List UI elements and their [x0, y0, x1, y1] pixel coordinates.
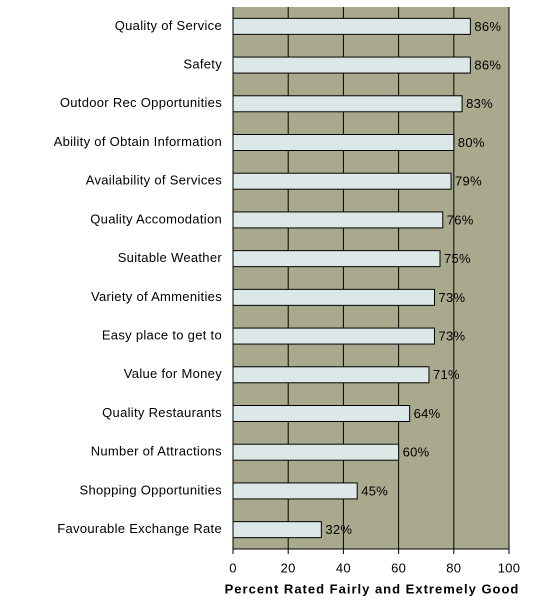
y-tick-label: Availability of Services [86, 173, 222, 188]
bar [232, 521, 322, 539]
value-label: 79% [455, 174, 482, 189]
x-tick-label: 40 [336, 560, 351, 575]
y-tick-label: Quality of Service [115, 18, 222, 33]
bar [232, 95, 463, 113]
x-tick-label: 20 [281, 560, 296, 575]
value-label: 71% [433, 367, 460, 382]
bar [232, 172, 452, 190]
value-label: 60% [403, 445, 430, 460]
y-tick-label: Favourable Exchange Rate [57, 521, 222, 536]
bar [232, 366, 430, 384]
x-axis-label: Percent Rated Fairly and Extremely Good [225, 581, 520, 596]
plot-area [233, 7, 509, 549]
y-tick-label: Number of Attractions [91, 444, 222, 459]
y-tick-label: Value for Money [124, 366, 222, 381]
value-label: 83% [466, 96, 493, 111]
bar [232, 327, 435, 345]
y-tick-label: Ability of Obtain Information [54, 134, 222, 149]
y-tick-label: Outdoor Rec Opportunities [60, 95, 222, 110]
y-tick-label: Easy place to get to [102, 328, 222, 343]
y-tick-label: Safety [183, 57, 222, 72]
bar [232, 134, 455, 151]
value-label: 76% [447, 212, 474, 227]
value-label: 80% [458, 135, 485, 150]
y-tick-label: Quality Restaurants [102, 405, 222, 420]
value-label: 73% [438, 329, 465, 344]
bar [232, 17, 471, 35]
value-label: 86% [474, 58, 501, 73]
bar [232, 250, 441, 268]
x-tick-label: 0 [229, 560, 237, 575]
y-tick-label: Variety of Ammenities [91, 289, 222, 304]
value-label: 45% [361, 483, 388, 498]
bar [232, 211, 444, 229]
x-tick-label: 60 [391, 560, 406, 575]
value-label: 32% [325, 522, 352, 537]
value-label: 64% [414, 406, 441, 421]
y-tick-label: Shopping Opportunities [80, 482, 223, 497]
value-label: 73% [438, 290, 465, 305]
y-tick-label: Quality Accomodation [90, 211, 222, 226]
value-label: 75% [444, 251, 471, 266]
bar [232, 482, 358, 500]
value-label: 86% [474, 19, 501, 34]
y-tick-label: Suitable Weather [118, 250, 223, 265]
x-tick-label: 100 [498, 560, 521, 575]
bar [232, 56, 471, 74]
bar [232, 443, 400, 461]
bar [232, 405, 411, 422]
bar [232, 288, 435, 306]
x-tick-label: 80 [446, 560, 461, 575]
